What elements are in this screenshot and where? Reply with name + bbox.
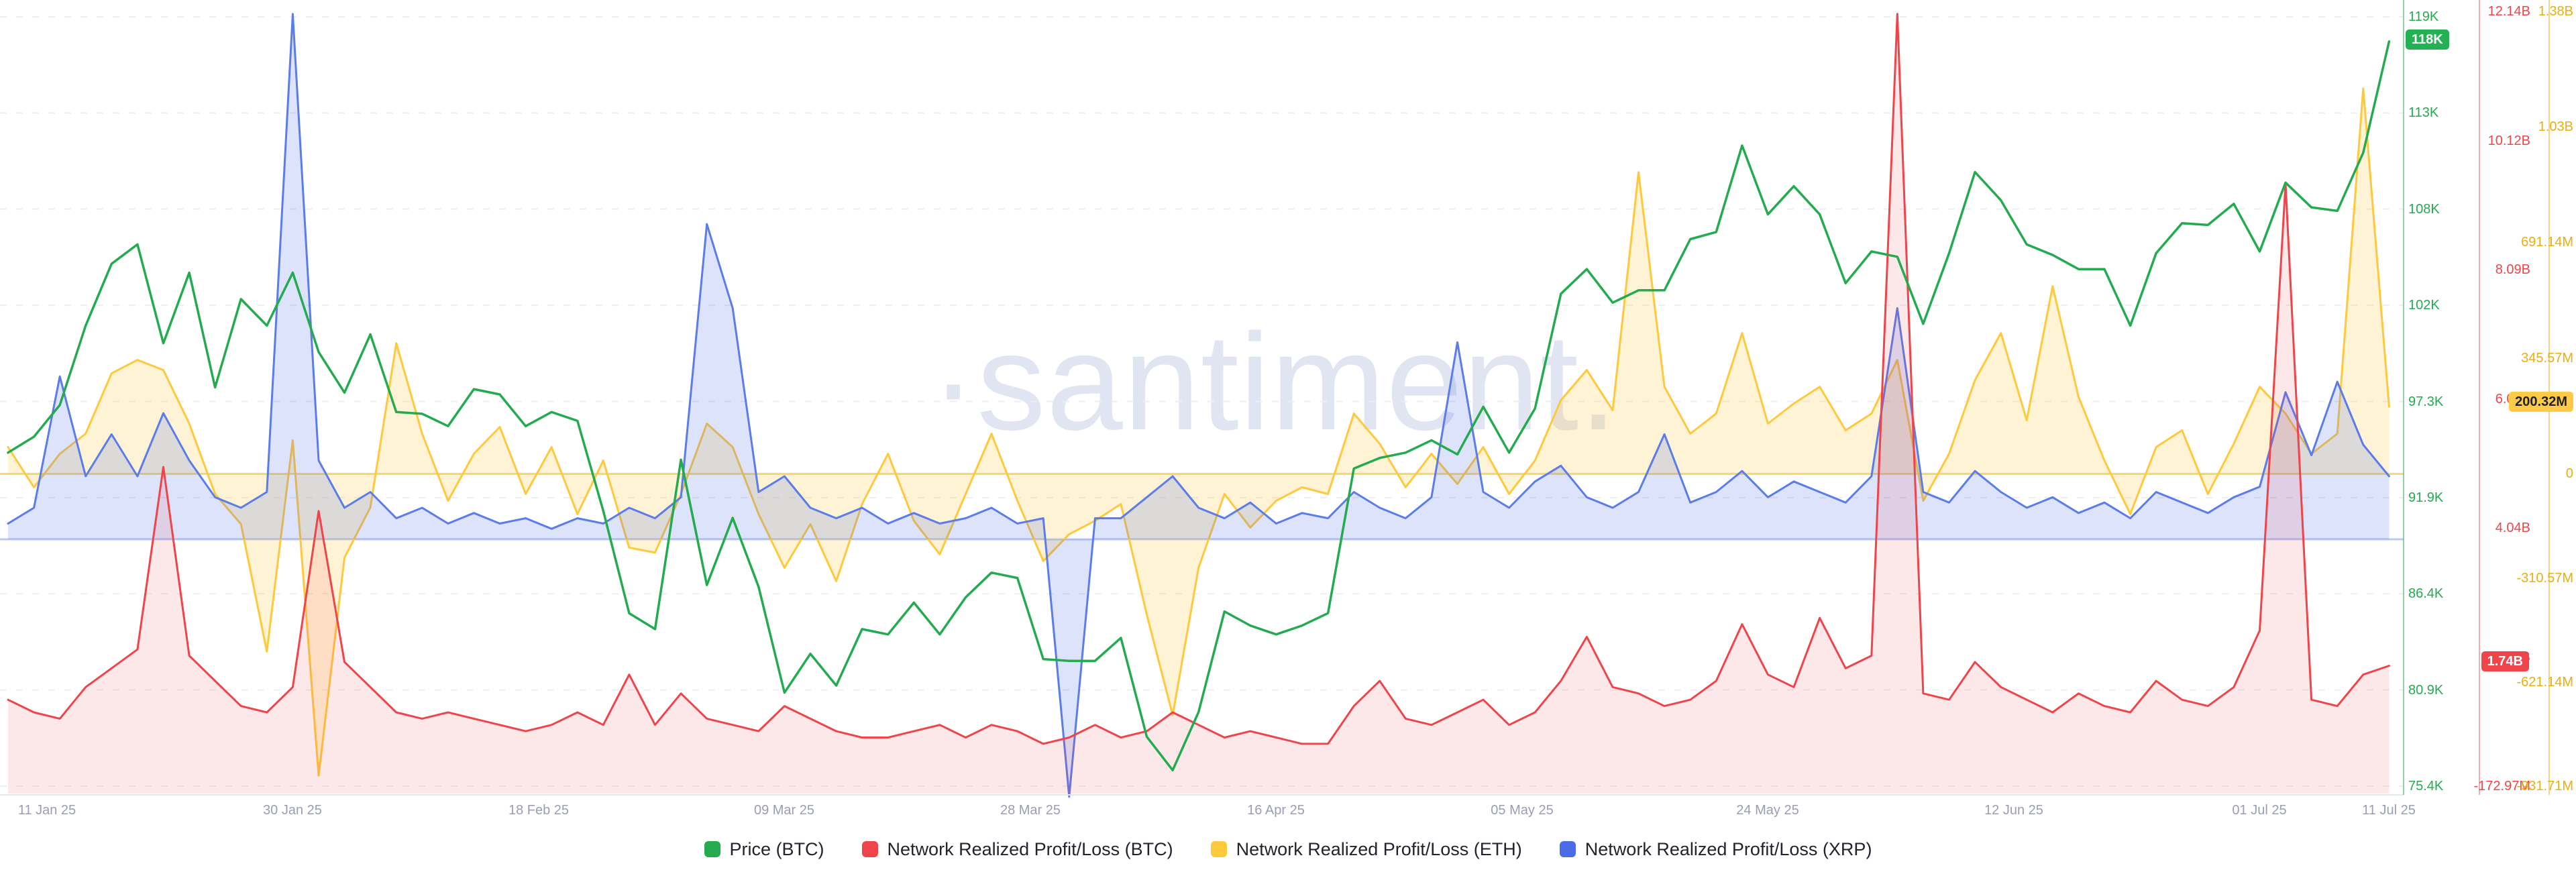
legend-marker-icon: [704, 841, 720, 857]
legend-item[interactable]: Price (BTC): [704, 839, 824, 860]
npl-eth-last-value-badge: 200.32M: [2509, 392, 2573, 412]
legend-marker-icon: [861, 841, 878, 857]
legend-label: Price (BTC): [729, 838, 824, 859]
legend-item[interactable]: Network Realized Profit/Loss (ETH): [1210, 838, 1522, 860]
npl-btc-line: [7, 13, 2390, 745]
npl-eth-area: [8, 88, 2390, 776]
legend-item[interactable]: Network Realized Profit/Loss (BTC): [861, 838, 1173, 860]
legend-label: Network Realized Profit/Loss (ETH): [1236, 838, 1522, 859]
npl-btc-last-value-badge: 1.74B: [2481, 651, 2529, 671]
legend-item[interactable]: Network Realized Profit/Loss (XRP): [1559, 838, 1872, 860]
price-line: [7, 40, 2391, 772]
legend-label: Network Realized Profit/Loss (XRP): [1585, 838, 1872, 859]
npl-btc-area: [8, 13, 2390, 794]
npl-xrp-line: [7, 13, 2390, 798]
price-last-value-badge: 118K: [2406, 30, 2449, 50]
chart-legend: Price (BTC) Network Realized Profit/Loss …: [0, 833, 2576, 865]
legend-marker-icon: [1210, 841, 1227, 857]
legend-label: Network Realized Profit/Loss (BTC): [887, 838, 1173, 859]
legend-marker-icon: [1559, 841, 1576, 857]
npl-eth-line: [7, 87, 2390, 777]
